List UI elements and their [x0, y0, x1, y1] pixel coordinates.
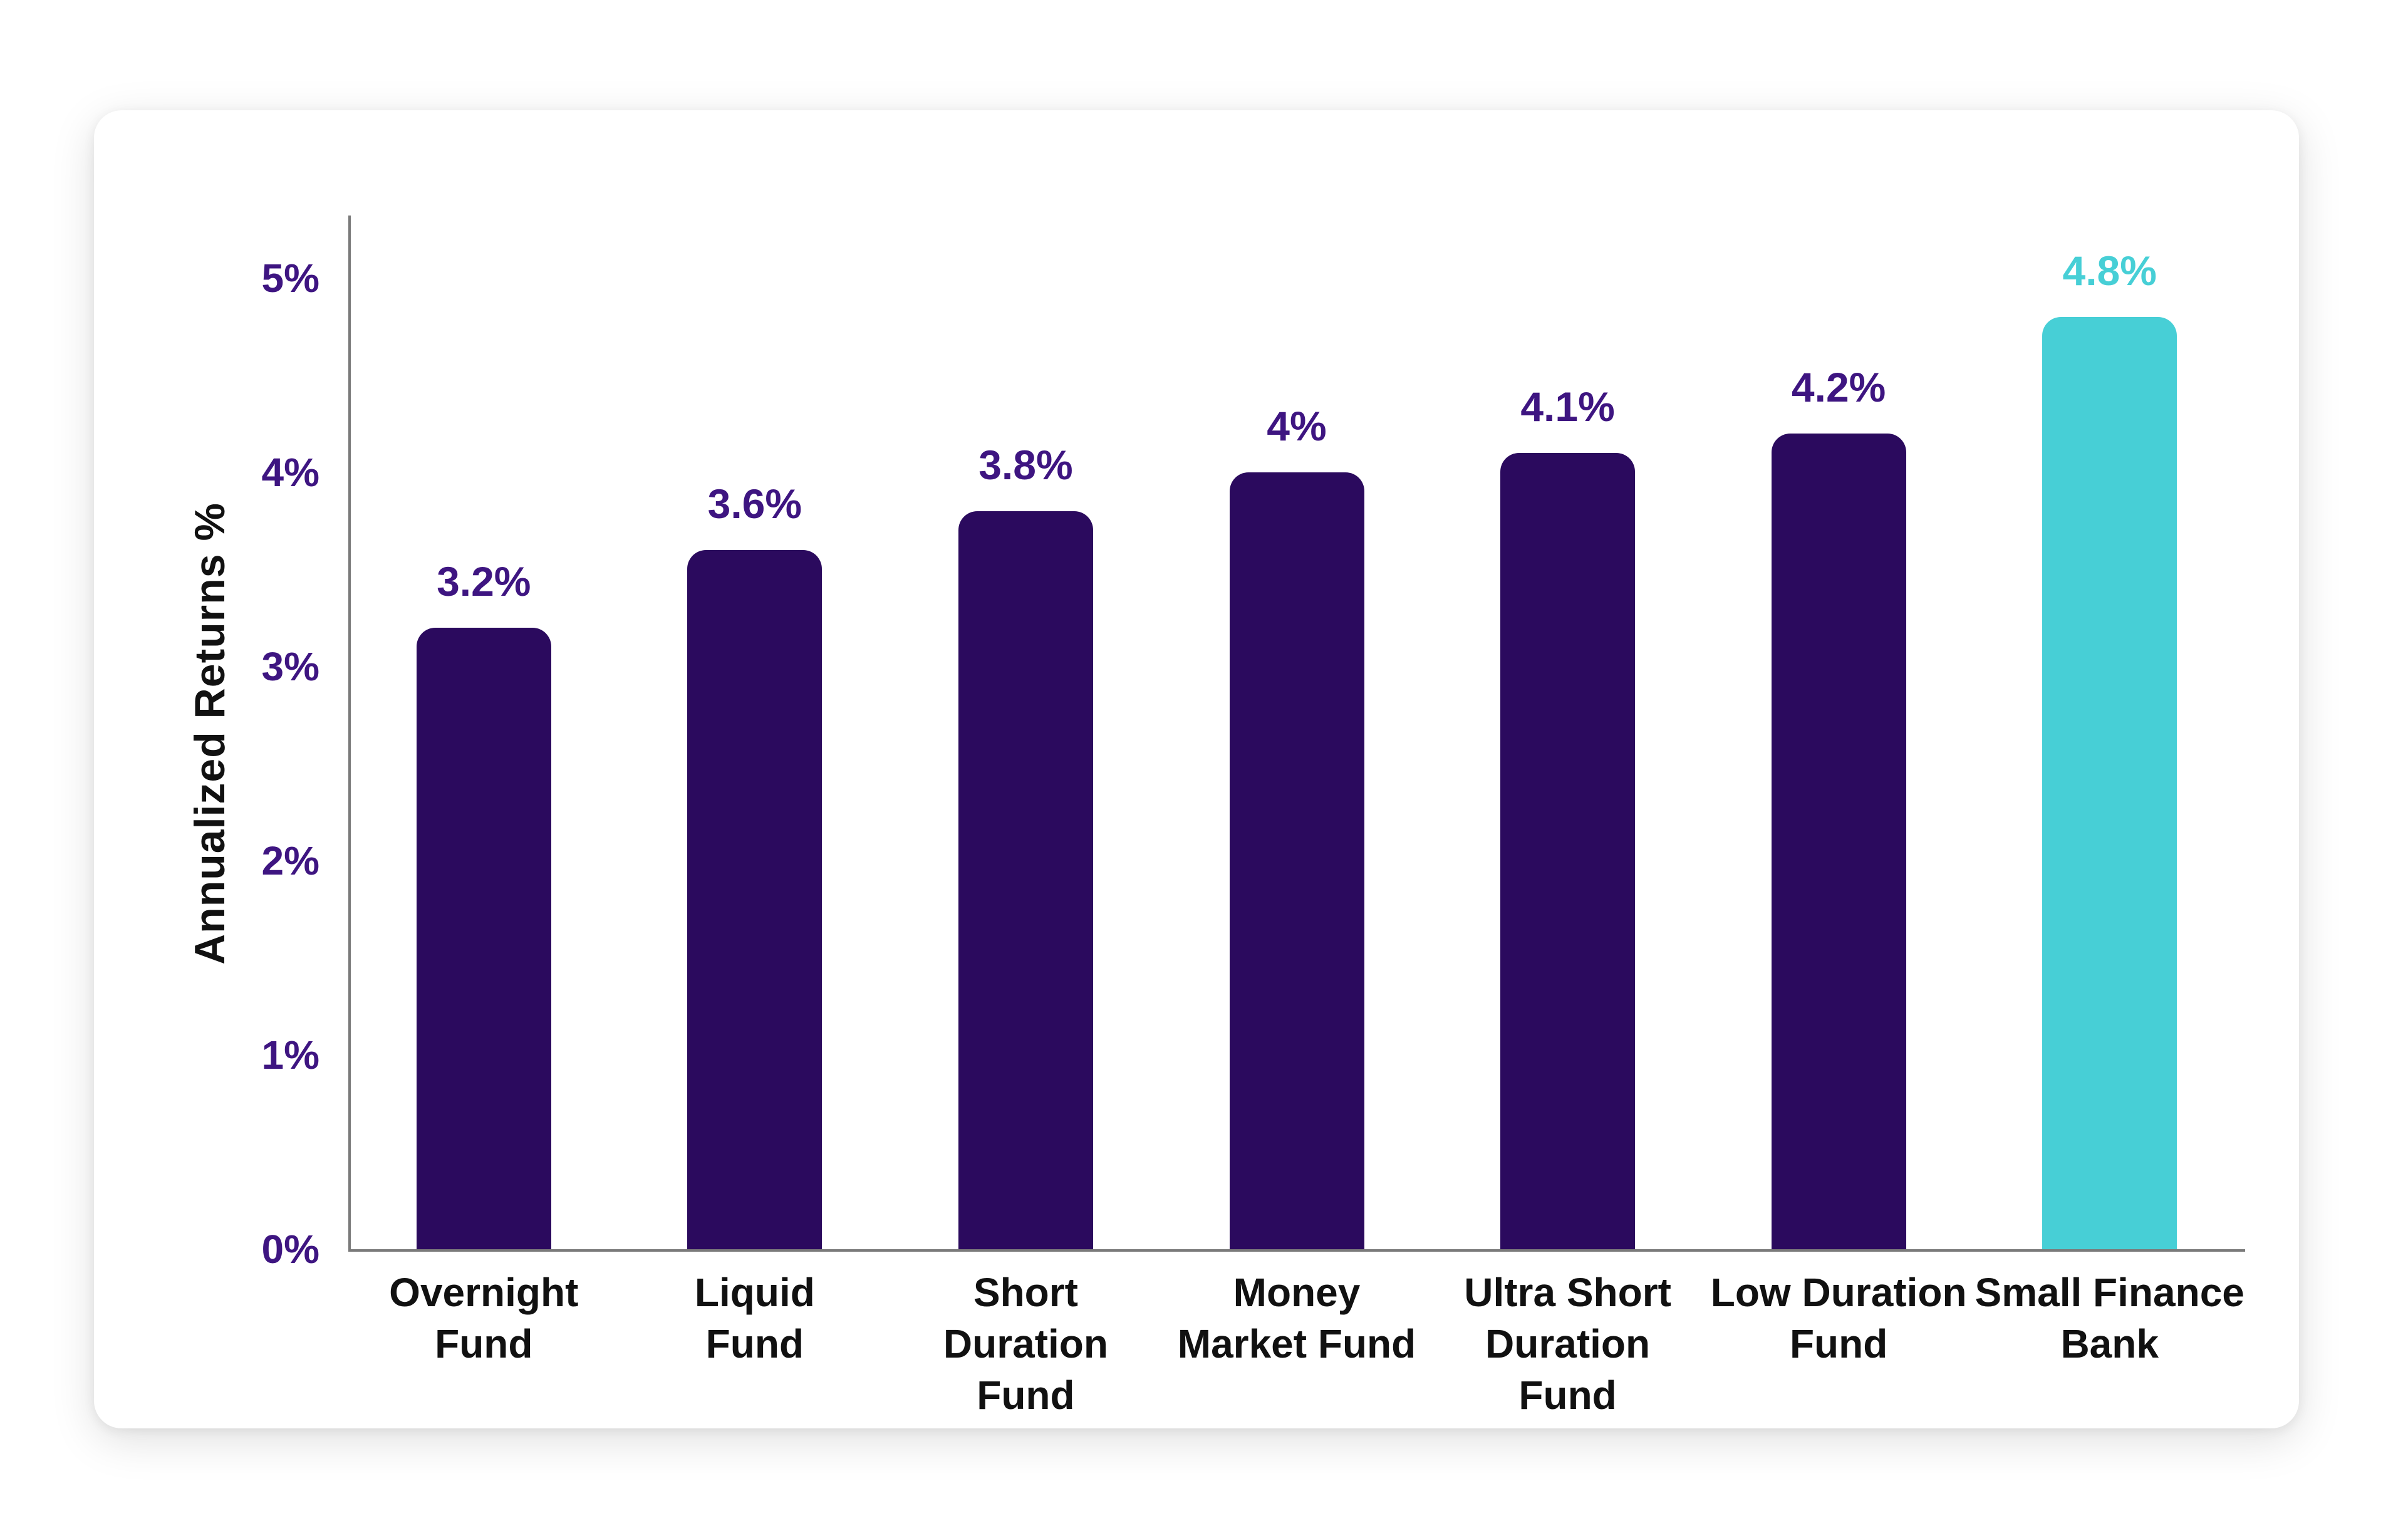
- category-label: Ultra Short Duration Fund: [1393, 1267, 1743, 1421]
- category-label-line: Duration: [943, 1321, 1108, 1366]
- category-label-line: Duration: [1485, 1321, 1651, 1366]
- y-tick-label: 4%: [261, 450, 320, 495]
- bar-value-label: 3.8%: [978, 442, 1073, 488]
- bar-short-duration-fund: [958, 511, 1093, 1249]
- y-tick-label: 1%: [261, 1032, 320, 1078]
- category-label-line: Bank: [2060, 1321, 2159, 1366]
- bar-liquid-fund: [687, 550, 823, 1249]
- category-label-line: Fund: [705, 1321, 804, 1366]
- y-tick-label: 2%: [261, 838, 320, 883]
- category-label-line: Money: [1233, 1270, 1361, 1315]
- category-label-line: Liquid: [694, 1270, 815, 1315]
- bar-ultra-short-duration-fund: [1500, 453, 1636, 1249]
- bar-money-market-fund: [1229, 472, 1364, 1249]
- category-label-line: Short: [973, 1270, 1078, 1315]
- bar-value-label: 3.6%: [707, 481, 802, 527]
- category-label-line: Fund: [1789, 1321, 1888, 1366]
- y-tick-label: 5%: [261, 256, 320, 301]
- category-label: Money Market Fund: [1121, 1267, 1472, 1369]
- bar-value-label: 4.8%: [2062, 247, 2157, 294]
- category-label-line: Low Duration: [1710, 1270, 1967, 1315]
- y-tick-label: 3%: [261, 644, 320, 689]
- category-label-line: Fund: [977, 1373, 1075, 1418]
- category-label: Low Duration Fund: [1663, 1267, 2014, 1369]
- bar-value-label: 4.1%: [1520, 383, 1615, 430]
- y-tick-label: 0%: [261, 1227, 320, 1272]
- bar-low-duration-fund: [1771, 434, 1906, 1249]
- category-label-line: Fund: [1518, 1373, 1617, 1418]
- chart-card: Annualized Returns % 0% 1% 2% 3% 4% 5% 3.2% 3.…: [94, 110, 2299, 1428]
- category-label: Liquid Fund: [579, 1267, 930, 1369]
- x-axis-line: [348, 1249, 2245, 1252]
- category-label: Short Duration Fund: [850, 1267, 1201, 1421]
- bar-overnight-fund: [416, 628, 551, 1249]
- category-label: Small Finance Bank: [1934, 1267, 2285, 1369]
- bar-small-finance-bank: [2042, 317, 2177, 1249]
- bar-value-label: 3.2%: [437, 558, 531, 605]
- category-label-line: Fund: [435, 1321, 533, 1366]
- category-label-line: Small Finance: [1975, 1270, 2245, 1315]
- category-label-line: Ultra Short: [1464, 1270, 1671, 1315]
- bar-value-label: 4%: [1267, 403, 1327, 449]
- category-label-line: Overnight: [389, 1270, 579, 1315]
- y-axis-line: [348, 216, 351, 1252]
- category-label: Overnight Fund: [308, 1267, 659, 1369]
- category-label-line: Market Fund: [1177, 1321, 1416, 1366]
- y-axis-title: Annualized Returns %: [186, 502, 234, 965]
- bar-value-label: 4.2%: [1791, 364, 1886, 410]
